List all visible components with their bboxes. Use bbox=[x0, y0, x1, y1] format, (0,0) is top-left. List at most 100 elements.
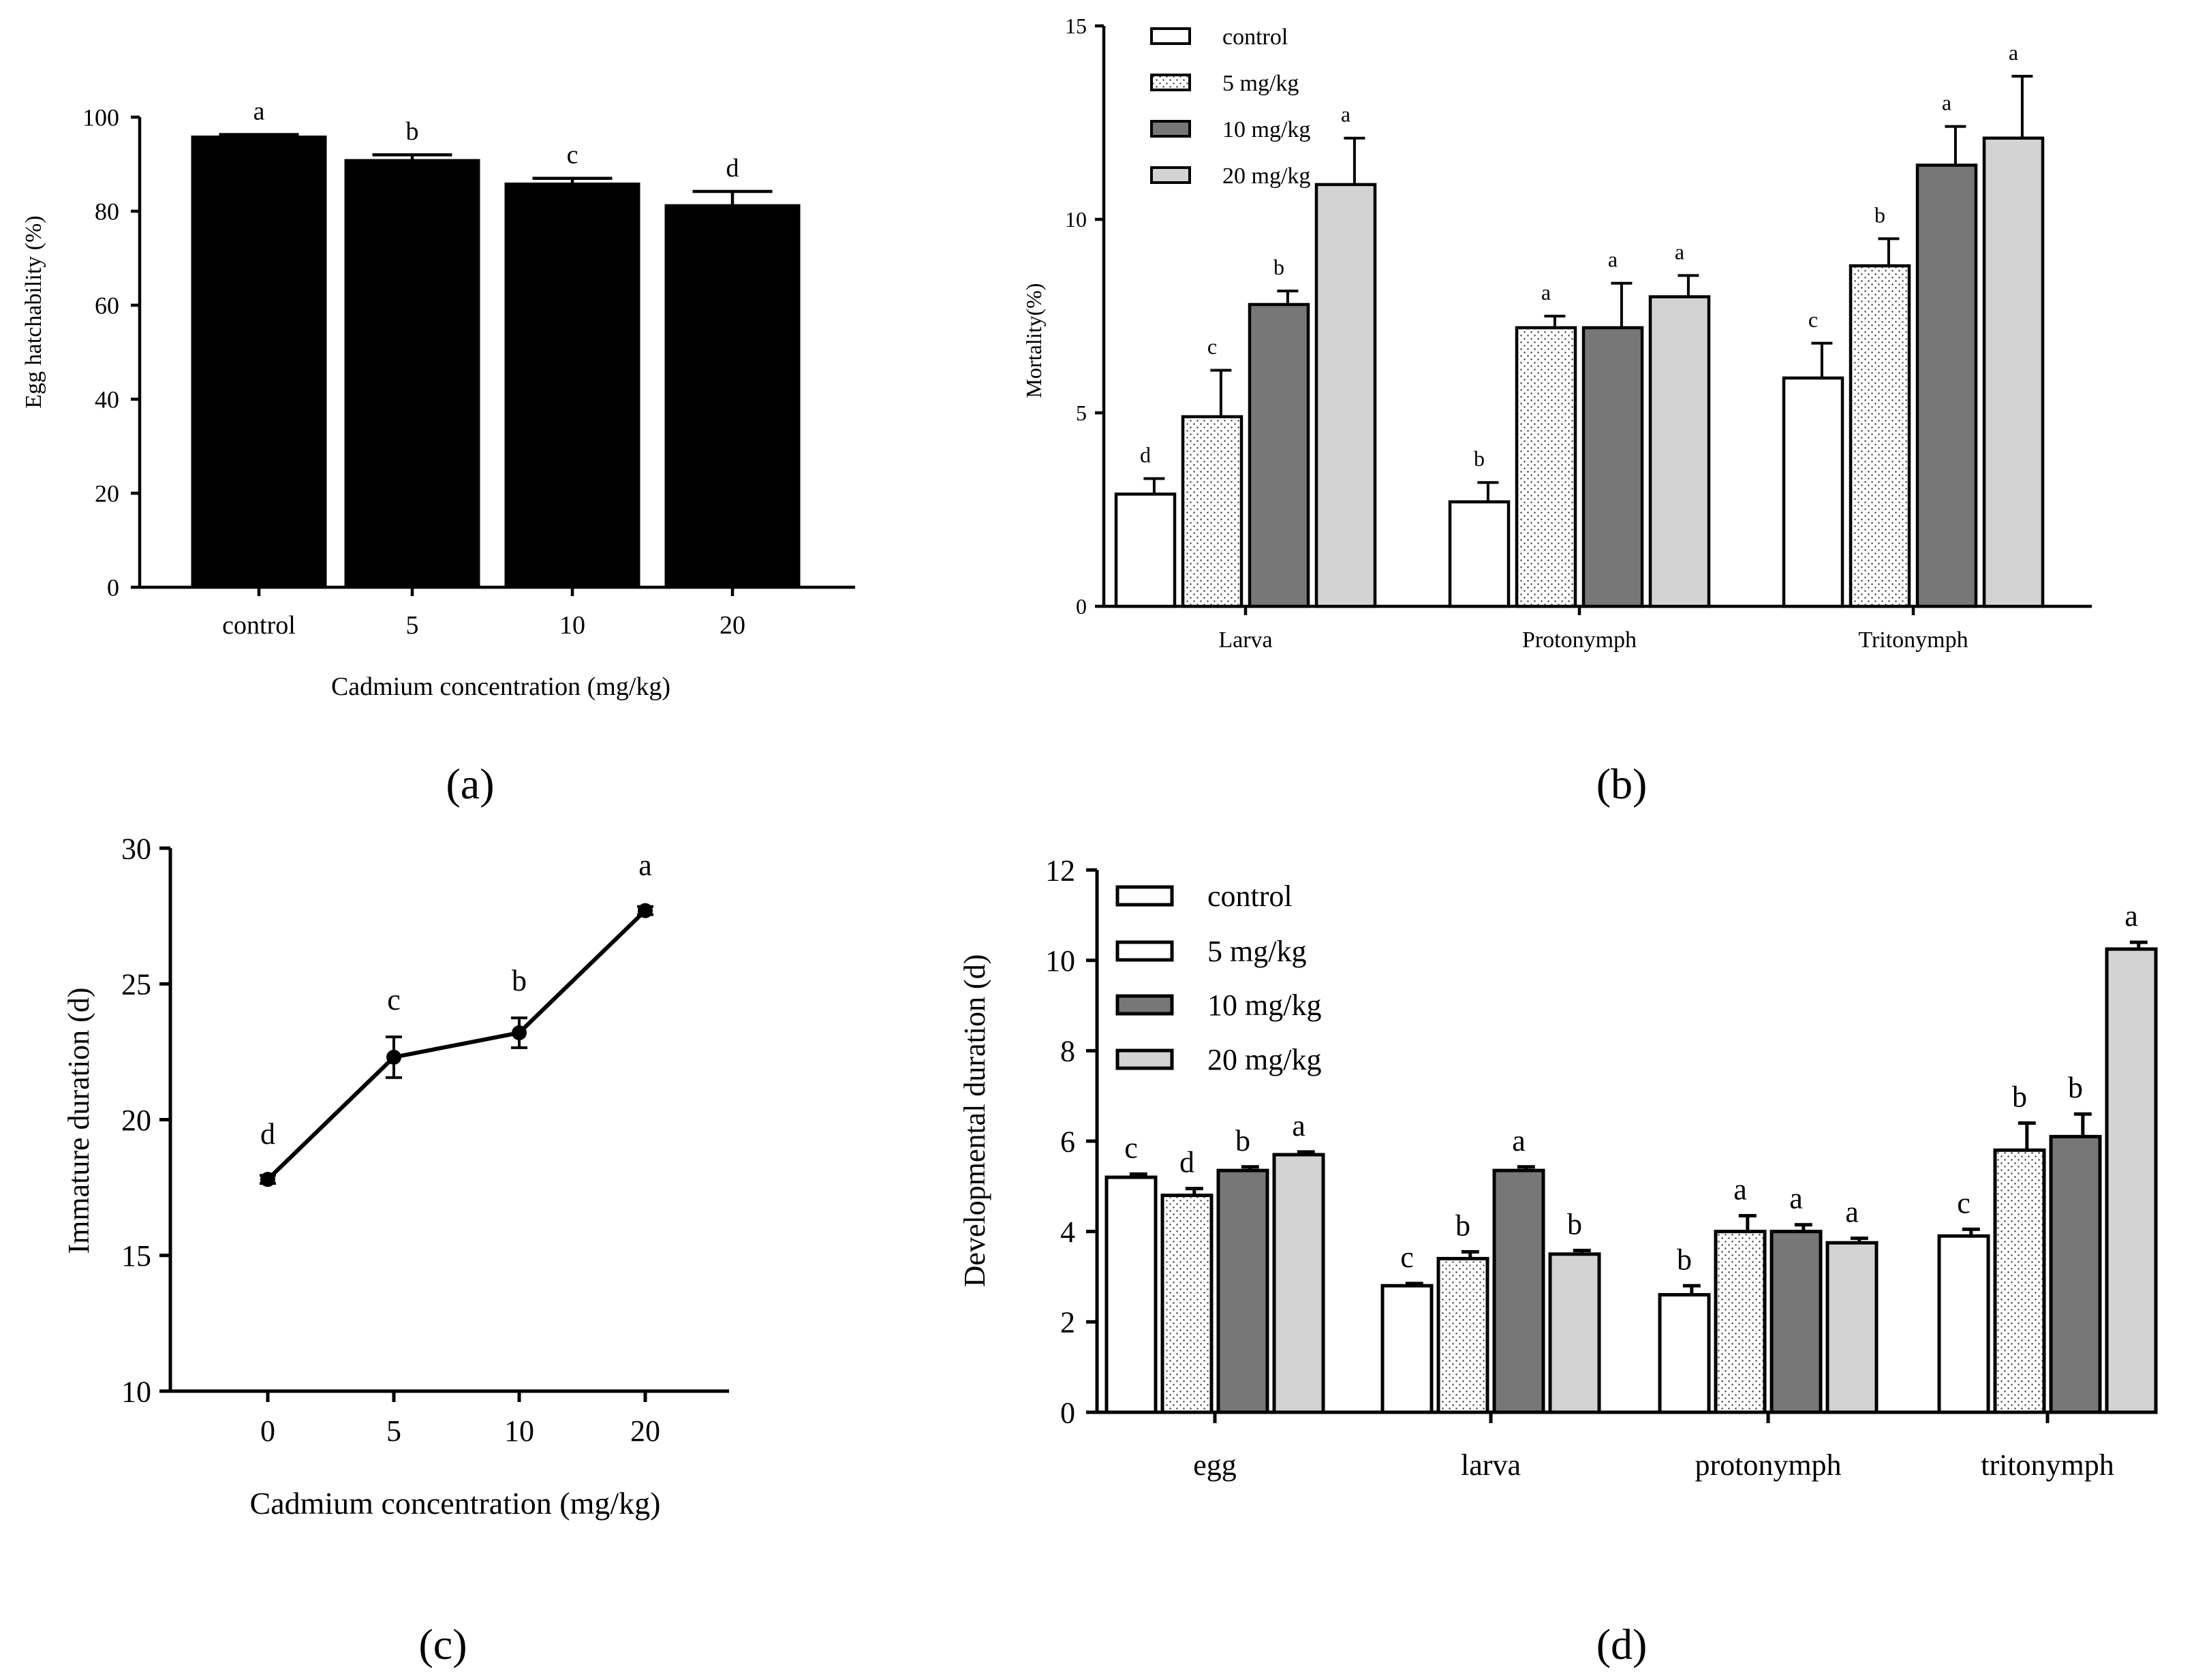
panel-a-bar bbox=[504, 182, 640, 589]
panel-c-letter: a bbox=[638, 849, 652, 882]
legend-d-label-20: 20 mg/kg bbox=[1207, 1043, 1321, 1076]
panel-d: 0 2 4 6 8 10 12 egg c d b a larva c b a b protonymph b a a a t… bbox=[958, 854, 2158, 1668]
panel-d-bar bbox=[1160, 1194, 1214, 1414]
legend-b-swatch-control bbox=[1150, 27, 1191, 45]
panel-b-bar bbox=[1314, 183, 1377, 608]
panel-d-bar bbox=[1272, 1153, 1325, 1414]
panel-d-letter: a bbox=[1512, 1124, 1526, 1157]
legend-d-label-5: 5 mg/kg bbox=[1207, 935, 1306, 968]
legend-d-label-control: control bbox=[1207, 880, 1293, 913]
legend-d-swatch-10 bbox=[1115, 994, 1174, 1016]
panel-d-letter: a bbox=[1789, 1182, 1803, 1215]
panel-d-y-tick-label: 0 bbox=[1060, 1396, 1075, 1429]
panel-b-letter: a bbox=[1675, 239, 1684, 264]
panel-c-x-tick-label: 20 bbox=[630, 1414, 660, 1448]
panel-c-x-tick-label: 10 bbox=[504, 1414, 534, 1448]
panel-c-letter: c bbox=[387, 983, 401, 1016]
panel-d-category-label: tritonymph bbox=[1981, 1448, 2114, 1482]
panel-c-point bbox=[512, 1025, 527, 1040]
legend-b-swatch-5 bbox=[1150, 74, 1191, 91]
panel-c-y-tick-label: 25 bbox=[121, 968, 151, 1001]
panel-b-bar bbox=[1982, 136, 2045, 608]
panel-a-y-tick-label: 40 bbox=[95, 386, 119, 414]
panel-c-x-tick-label: 5 bbox=[386, 1414, 401, 1448]
panel-d-letter: b bbox=[1455, 1209, 1470, 1243]
panel-b-bar bbox=[1581, 326, 1644, 608]
panel-a: 0 20 40 60 80 100 control a 5 b 10 c 20 d Egg hatchab… bbox=[21, 97, 855, 808]
panel-a-bar bbox=[344, 159, 480, 589]
panel-b-y-tick-label: 0 bbox=[1076, 594, 1087, 619]
legend-b-label-10: 10 mg/kg bbox=[1222, 117, 1310, 142]
panel-a-y-tick-label: 20 bbox=[95, 480, 119, 508]
panel-b-bar bbox=[1114, 493, 1177, 608]
panel-d-bar bbox=[1770, 1230, 1823, 1414]
panel-d-bar bbox=[1492, 1168, 1545, 1414]
panel-d-letter: a bbox=[1845, 1196, 1859, 1229]
panel-b-legend: control 5 mg/kg 10 mg/kg 20 mg/kg bbox=[1150, 25, 1310, 189]
legend-b-label-control: control bbox=[1222, 25, 1288, 50]
panel-b-letter: d bbox=[1140, 443, 1151, 467]
panel-b-bar bbox=[1782, 376, 1844, 608]
legend-d-swatch-5 bbox=[1115, 940, 1174, 962]
panel-c-x-tick-label: 0 bbox=[260, 1414, 275, 1448]
panel-c-letter: b bbox=[512, 964, 527, 997]
panel-d-bar bbox=[1216, 1168, 1269, 1414]
panel-a-y-tick-label: 0 bbox=[107, 574, 119, 602]
panel-b-letter: b bbox=[1874, 202, 1885, 227]
panel-d-category-label: larva bbox=[1461, 1448, 1521, 1482]
panel-a-y-tick-label: 100 bbox=[82, 104, 119, 131]
legend-d-label-10: 10 mg/kg bbox=[1207, 989, 1321, 1022]
panel-b-letter: a bbox=[1942, 91, 1951, 115]
panel-d-bar bbox=[1104, 1175, 1158, 1414]
panel-d-category-label: egg bbox=[1193, 1448, 1237, 1482]
panel-a-x-tick-label: 5 bbox=[406, 611, 419, 640]
panel-d-y-tick-label: 2 bbox=[1060, 1306, 1075, 1339]
panel-d-bar bbox=[1658, 1293, 1711, 1414]
panel-a-letter: d bbox=[726, 154, 739, 183]
panel-a-label: (a) bbox=[446, 760, 494, 808]
panel-a-ylabel: Egg hatchability (%) bbox=[21, 215, 46, 408]
panel-d-bar bbox=[1825, 1241, 1879, 1414]
panel-c-y-tick-label: 10 bbox=[121, 1375, 151, 1408]
panel-a-letter: b bbox=[406, 117, 419, 146]
panel-c-letter: d bbox=[260, 1117, 275, 1151]
panel-b-y-tick-label: 15 bbox=[1065, 14, 1087, 38]
legend-d-swatch-20 bbox=[1115, 1048, 1174, 1070]
panel-a-bar bbox=[664, 204, 801, 589]
panel-b-bar bbox=[1648, 295, 1711, 608]
panel-b-ylabel: Mortality(%) bbox=[1021, 283, 1046, 399]
panel-b-letter: c bbox=[1808, 307, 1818, 332]
panel-c-ylabel: Immature duration (d) bbox=[62, 988, 95, 1254]
panel-b-letter: a bbox=[1341, 102, 1350, 127]
panel-b-marks: 0 5 10 15 Larva d c b a Protonymph b a a a Tritonymph c… bbox=[1065, 14, 2092, 653]
panel-b-letter: b bbox=[1273, 255, 1284, 279]
panel-a-y-tick-label: 80 bbox=[95, 198, 119, 225]
panel-d-bar bbox=[1548, 1252, 1601, 1414]
panel-d-letter: b bbox=[2068, 1071, 2083, 1104]
panel-b-label: (b) bbox=[1596, 760, 1648, 808]
panel-d-y-tick-label: 10 bbox=[1045, 944, 1075, 978]
legend-b-swatch-20 bbox=[1150, 166, 1191, 184]
panel-d-category-label: protonymph bbox=[1695, 1448, 1841, 1482]
panel-d-letter: b bbox=[2012, 1080, 2027, 1113]
panel-d-y-tick-label: 4 bbox=[1060, 1215, 1075, 1249]
panel-b: 0 5 10 15 Larva d c b a Protonymph b a a a Tritonymph c… bbox=[1021, 14, 2092, 808]
panel-d-ylabel: Developmental duration (d) bbox=[958, 954, 991, 1288]
panel-d-letter: b bbox=[1235, 1124, 1250, 1157]
panel-b-bar bbox=[1515, 326, 1577, 608]
panel-a-marks: 0 20 40 60 80 100 control a 5 b 10 c 20 d bbox=[82, 97, 855, 640]
panel-d-letter: a bbox=[1292, 1109, 1305, 1142]
panel-c-point bbox=[638, 903, 653, 918]
panel-c-point bbox=[386, 1049, 401, 1065]
panel-b-y-tick-label: 10 bbox=[1065, 207, 1087, 232]
legend-b-label-20: 20 mg/kg bbox=[1222, 164, 1310, 189]
panel-d-letter: a bbox=[1733, 1172, 1747, 1206]
panel-c-series-line bbox=[266, 909, 647, 1181]
panel-d-marks: 0 2 4 6 8 10 12 egg c d b a larva c b a b protonymph b a a a t… bbox=[1045, 854, 2158, 1482]
panel-c: 10 15 20 25 30 0 d 5 c 10 b 20 a Immature duration (… bbox=[62, 832, 729, 1668]
panel-b-letter: a bbox=[2009, 40, 2018, 65]
panel-a-letter: a bbox=[253, 97, 265, 126]
panel-b-letter: c bbox=[1207, 335, 1217, 359]
legend-b-label-5: 5 mg/kg bbox=[1222, 71, 1299, 96]
panel-d-label: (d) bbox=[1596, 1620, 1648, 1668]
